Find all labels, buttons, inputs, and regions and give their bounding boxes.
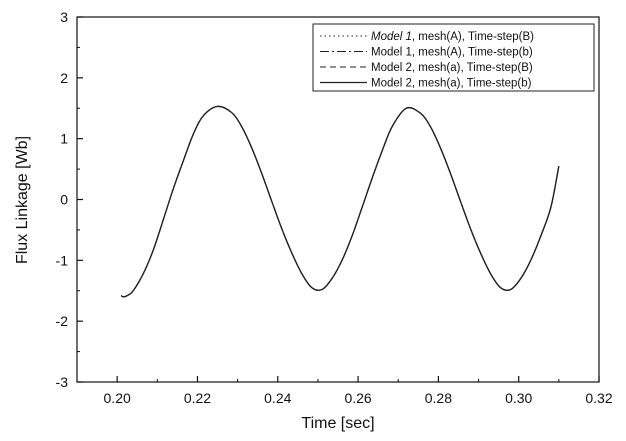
y-tick-label: 3 [60,9,68,25]
series-layer [120,105,560,298]
x-tick-label: 0.30 [505,390,532,406]
y-tick-label: 2 [60,70,68,86]
y-tick-label: 1 [60,131,68,147]
y-tick-label: -1 [56,252,69,268]
legend-model: Model 2 [371,78,412,90]
legend-model: Model 1 [371,31,412,43]
legend-label: Model 1, mesh(A), Time-step(b) [371,47,533,59]
x-tick-label: 0.28 [425,390,452,406]
legend-model: Model 2 [371,62,412,74]
legend-entries: Model 1, mesh(A), Time-step(B)Model 1, m… [320,31,534,90]
legend-model: Model 1 [371,47,412,59]
legend-config: , mesh(a), Time-step(b) [412,78,532,90]
x-tick-label: 0.32 [585,390,612,406]
legend: Model 1, mesh(A), Time-step(B)Model 1, m… [312,23,595,92]
series-line-3 [120,105,560,298]
axis-tick-labels: 0.20 0.22 0.24 0.26 0.28 0.30 0.32 -3 -2 -1 0 1 2 3 [56,9,613,406]
x-tick-label: 0.24 [264,390,291,406]
series-line-4 [120,105,560,298]
legend-label: Model 1, mesh(A), Time-step(B) [371,31,534,43]
legend-label: Model 2, mesh(a), Time-step(b) [371,78,532,90]
series-line-2 [120,105,560,298]
x-tick-label: 0.26 [344,390,371,406]
legend-config: , mesh(A), Time-step(B) [412,31,534,43]
legend-config: , mesh(A), Time-step(b) [412,47,533,59]
x-axis-title: Time [sec] [301,415,374,432]
legend-box [312,23,595,92]
legend-config: , mesh(a), Time-step(B) [412,62,533,74]
x-tick-label: 0.20 [104,390,131,406]
axis-ticks [76,16,600,383]
y-tick-label: 0 [60,192,68,208]
x-tick-label: 0.22 [184,390,211,406]
y-axis-title: Flux Linkage [Wb] [14,136,31,264]
series-line-1 [120,105,560,298]
legend-label: Model 2, mesh(a), Time-step(B) [371,62,533,74]
y-tick-label: -2 [56,313,69,329]
y-tick-label: -3 [56,374,69,390]
